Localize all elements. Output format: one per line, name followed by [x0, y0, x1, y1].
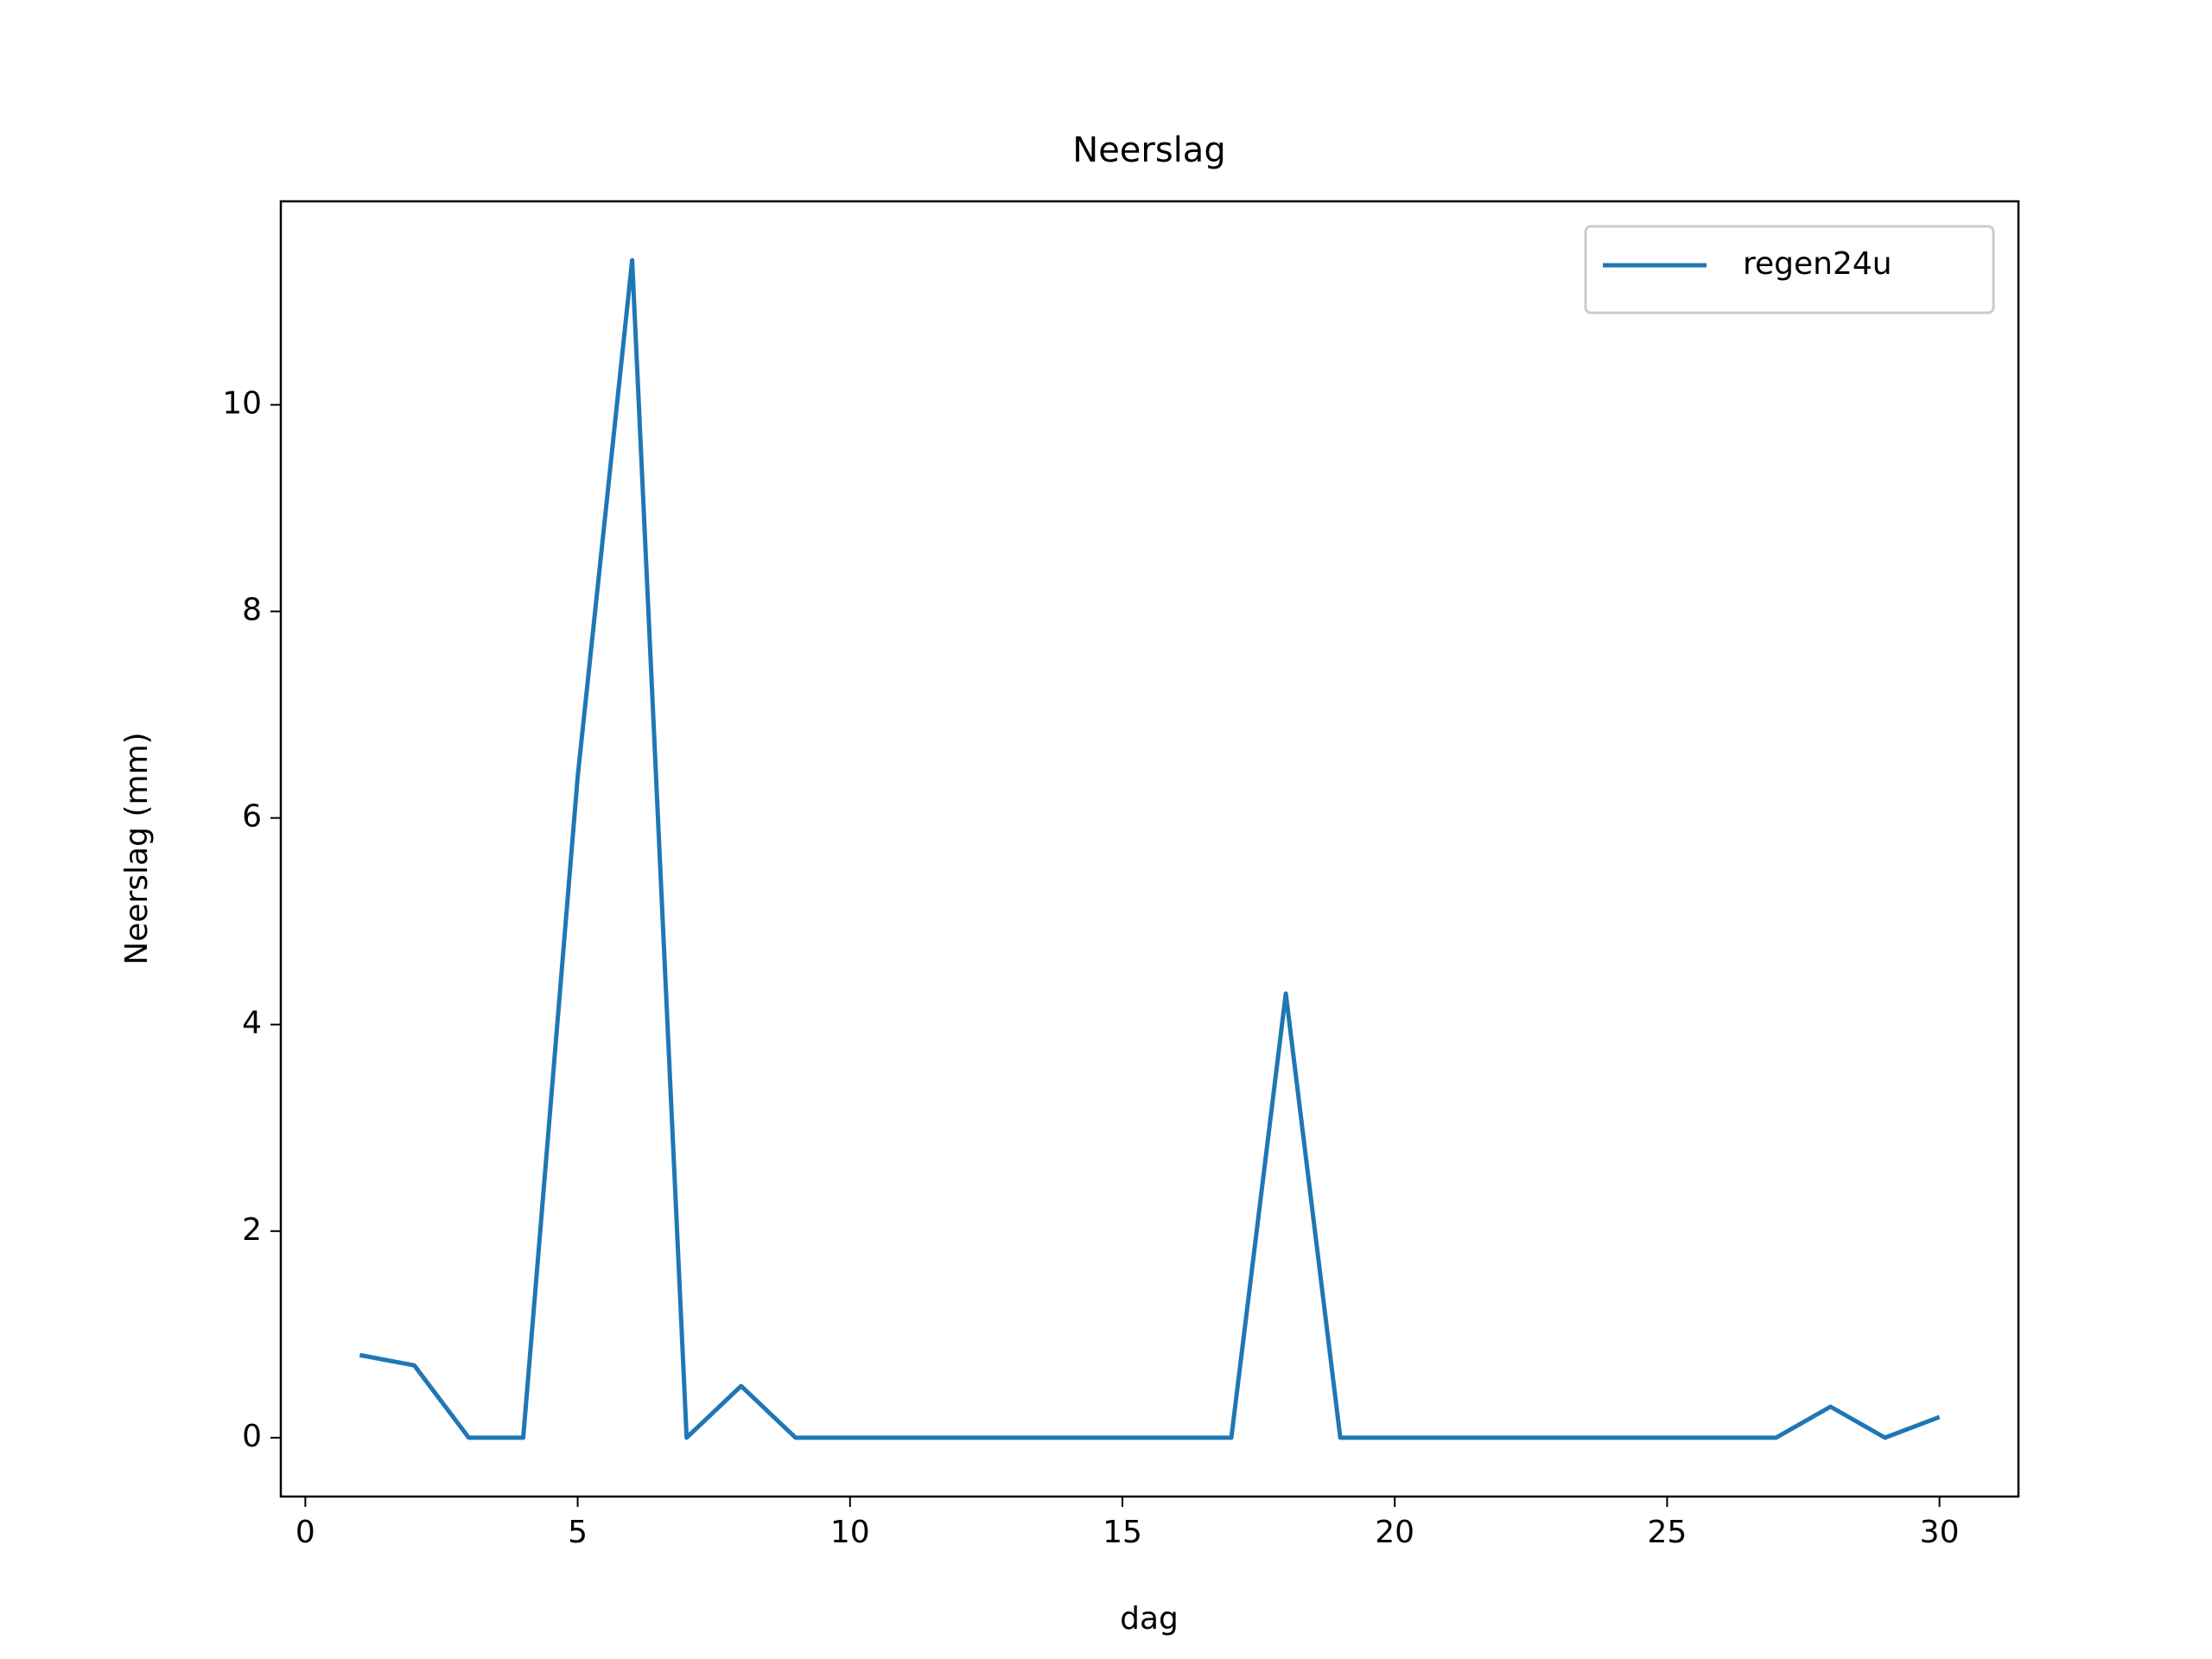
- data-line: [359, 257, 1941, 1440]
- legend-box: [1584, 225, 1995, 315]
- y-tick-label: 6: [242, 799, 262, 835]
- chart-title: Neerslag: [1072, 130, 1225, 170]
- x-tick-label: 20: [1375, 1515, 1414, 1550]
- x-tick-label: 30: [1920, 1515, 1960, 1550]
- legend-label: regen24u: [1743, 246, 1892, 282]
- y-tick-label: 2: [242, 1212, 262, 1248]
- plot-frame: [279, 200, 2020, 1498]
- x-tick-label: 15: [1103, 1515, 1142, 1550]
- x-tick-label: 5: [568, 1515, 588, 1550]
- x-tick-label: 0: [296, 1515, 315, 1550]
- x-axis-label: dag: [1120, 1601, 1179, 1637]
- y-axis-label: Neerslag (mm): [119, 732, 155, 964]
- x-tick-label: 10: [830, 1515, 870, 1550]
- x-tick-label: 25: [1647, 1515, 1687, 1550]
- y-tick-label: 4: [242, 1006, 262, 1041]
- y-tick-label: 10: [222, 385, 262, 421]
- y-tick-label: 8: [242, 593, 262, 628]
- y-tick-label: 0: [242, 1419, 262, 1454]
